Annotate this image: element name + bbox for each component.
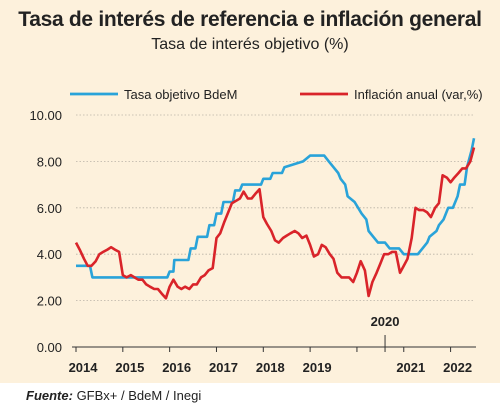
chart-panel	[0, 0, 500, 383]
y-tick-label: 0.00	[37, 340, 62, 355]
x-tick-label: 2022	[443, 360, 472, 375]
x-tick-label: 2018	[256, 360, 285, 375]
legend-label-inflacion: Inflación anual (var,%)	[354, 87, 483, 102]
source-note: Fuente: GFBx+ / BdeM / Inegi	[26, 388, 201, 403]
y-tick-label: 6.00	[37, 201, 62, 216]
x-tick-label: 2016	[162, 360, 191, 375]
x-tick-label: 2017	[209, 360, 238, 375]
series-line-tasa-objetivo	[76, 137, 476, 279]
x-tick-label: 2019	[303, 360, 332, 375]
y-tick-label: 2.00	[37, 294, 62, 309]
source-label: Fuente:	[26, 388, 73, 403]
annotation-label: 2020	[371, 314, 400, 329]
y-tick-label: 10.00	[29, 108, 62, 123]
series-line-inflacion	[74, 147, 476, 300]
chart-title: Tasa de interés de referencia e inflació…	[18, 8, 482, 31]
source-text: GFBx+ / BdeM / Inegi	[72, 388, 202, 403]
y-tick-label: 8.00	[37, 154, 62, 169]
x-tick-label: 2014	[69, 360, 99, 375]
chart-subtitle: Tasa de interés objetivo (%)	[151, 36, 349, 53]
y-tick-label: 4.00	[37, 247, 62, 262]
x-tick-label: 2021	[396, 360, 425, 375]
legend-label-tasa-objetivo: Tasa objetivo BdeM	[124, 87, 237, 102]
x-tick-label: 2015	[115, 360, 144, 375]
